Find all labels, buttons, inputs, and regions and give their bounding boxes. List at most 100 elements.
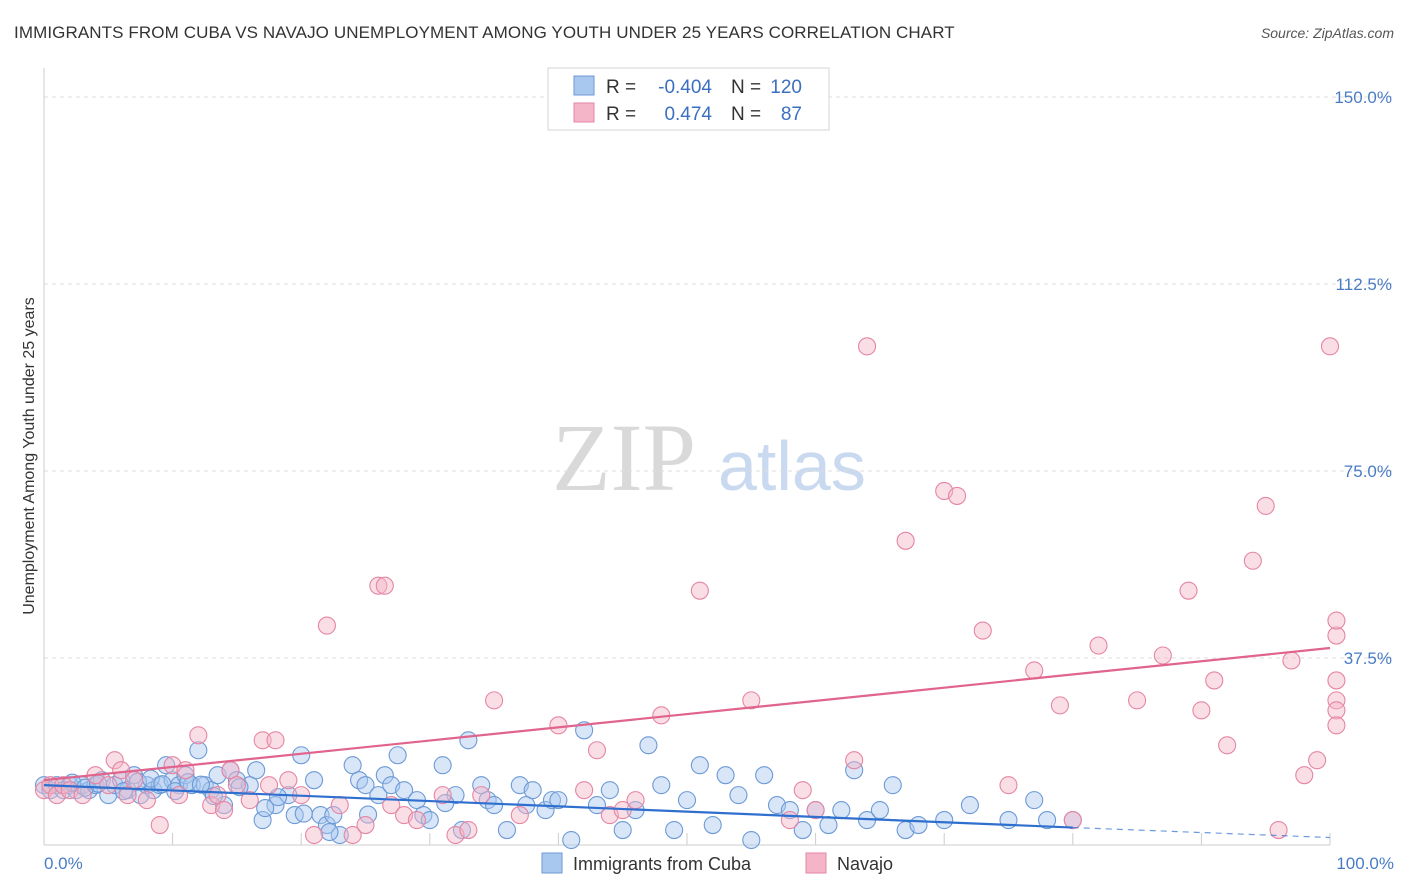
gridlines (44, 96, 1394, 659)
point-navajo-74 (1243, 551, 1262, 570)
point-cuba-71 (600, 781, 619, 800)
point-navajo-42 (472, 786, 491, 805)
point-navajo-7 (99, 776, 118, 795)
trend-line-extension-cuba (1072, 826, 1331, 839)
point-navajo-57 (845, 751, 864, 770)
point-cuba-53 (420, 811, 439, 830)
point-navajo-22 (227, 776, 246, 795)
point-navajo-30 (317, 616, 336, 635)
point-cuba-47 (375, 766, 394, 785)
trend-line-navajo (43, 646, 1331, 782)
point-navajo-78 (1295, 766, 1314, 785)
chart-title: IMMIGRANTS FROM CUBA VS NAVAJO UNEMPLOYM… (14, 23, 955, 42)
trend-lines (43, 646, 1331, 839)
point-navajo-69 (1153, 646, 1172, 665)
point-cuba-95 (909, 816, 928, 835)
point-navajo-31 (330, 796, 349, 815)
point-cuba-77 (677, 791, 697, 810)
point-navajo-68 (1128, 691, 1147, 710)
point-navajo-15 (169, 786, 189, 805)
point-navajo-83 (1327, 626, 1346, 645)
point-navajo-56 (806, 801, 825, 820)
point-navajo-54 (780, 811, 799, 830)
point-navajo-67 (1089, 636, 1108, 655)
legend-n-value-navajo: 87 (781, 104, 802, 125)
watermark: ZIP atlas (552, 404, 866, 511)
point-navajo-58 (857, 337, 877, 356)
y-tick-label-0: 150.0% (1334, 88, 1392, 107)
point-cuba-42 (330, 825, 349, 845)
point-cuba-85 (780, 801, 799, 820)
point-cuba-38 (305, 771, 324, 790)
point-navajo-82 (1327, 701, 1346, 720)
point-navajo-20 (214, 801, 234, 820)
point-navajo-81 (1327, 691, 1346, 710)
point-navajo-23 (240, 791, 259, 810)
point-navajo-66 (1063, 811, 1082, 830)
point-navajo-52 (690, 581, 709, 600)
point-cuba-78 (690, 756, 709, 775)
point-navajo-65 (1050, 696, 1069, 715)
trend-line-cuba (43, 784, 1073, 829)
point-cuba-79 (703, 816, 722, 835)
point-navajo-55 (793, 781, 812, 800)
watermark-zip: ZIP (552, 404, 696, 511)
point-navajo-38 (407, 811, 426, 830)
point-navajo-34 (369, 576, 388, 595)
point-navajo-75 (1256, 496, 1275, 515)
chart-source: Source: ZipAtlas.com (1261, 25, 1394, 41)
point-navajo-76 (1269, 820, 1288, 840)
point-navajo-80 (1320, 337, 1340, 356)
point-cuba-82 (742, 830, 761, 850)
point-navajo-19 (208, 786, 227, 805)
point-navajo-46 (575, 781, 594, 800)
bottom-legend-label-navajo: Navajo (837, 854, 893, 874)
point-navajo-84 (1327, 671, 1346, 690)
point-navajo-72 (1205, 671, 1224, 690)
bottom-legend-label-cuba: Immigrants from Cuba (573, 854, 752, 874)
point-cuba-33 (253, 811, 272, 830)
point-cuba-117 (320, 822, 339, 842)
point-navajo-85 (1327, 716, 1346, 735)
point-navajo-77 (1282, 651, 1301, 670)
legend-swatch-cuba (573, 75, 595, 96)
point-cuba-66 (542, 791, 562, 810)
point-cuba-116 (294, 804, 313, 823)
point-navajo-53 (742, 691, 761, 710)
point-cuba-64 (523, 781, 542, 800)
axes (43, 68, 1331, 846)
point-cuba-76 (665, 820, 684, 840)
point-navajo-71 (1192, 701, 1211, 720)
point-navajo-79 (1308, 751, 1327, 770)
point-navajo-86 (1327, 611, 1346, 630)
point-navajo-10 (118, 786, 137, 805)
point-cuba-43 (343, 756, 362, 775)
point-cuba-99 (1025, 791, 1044, 810)
point-navajo-13 (150, 816, 169, 835)
point-cuba-90 (845, 761, 864, 780)
point-cuba-114 (256, 799, 275, 818)
y-axis-label: Unemployment Among Youth under 25 years (21, 297, 38, 615)
point-navajo-29 (305, 825, 324, 845)
y-tick-label-1: 112.5% (1336, 275, 1392, 294)
point-cuba-68 (562, 830, 581, 850)
bottom-legend-swatch-navajo (805, 852, 827, 874)
point-navajo-63 (999, 776, 1018, 795)
point-cuba-96 (935, 811, 954, 830)
point-navajo-26 (266, 731, 285, 750)
point-cuba-80 (716, 766, 735, 785)
y-tick-labels: 150.0% 112.5% 75.0% 37.5% (1334, 88, 1392, 668)
point-cuba-92 (870, 801, 889, 820)
point-cuba-74 (639, 736, 658, 755)
point-cuba-57 (459, 731, 478, 750)
point-navajo-64 (1025, 661, 1044, 680)
point-cuba-45 (356, 776, 375, 795)
point-navajo-41 (459, 820, 478, 840)
point-cuba-118 (359, 805, 378, 824)
point-navajo-32 (343, 825, 362, 845)
point-navajo-45 (549, 716, 568, 735)
x-tick-label-left: 0.0% (44, 854, 83, 873)
legend-n-label-navajo: N = (731, 104, 761, 125)
point-navajo-5 (73, 786, 92, 805)
